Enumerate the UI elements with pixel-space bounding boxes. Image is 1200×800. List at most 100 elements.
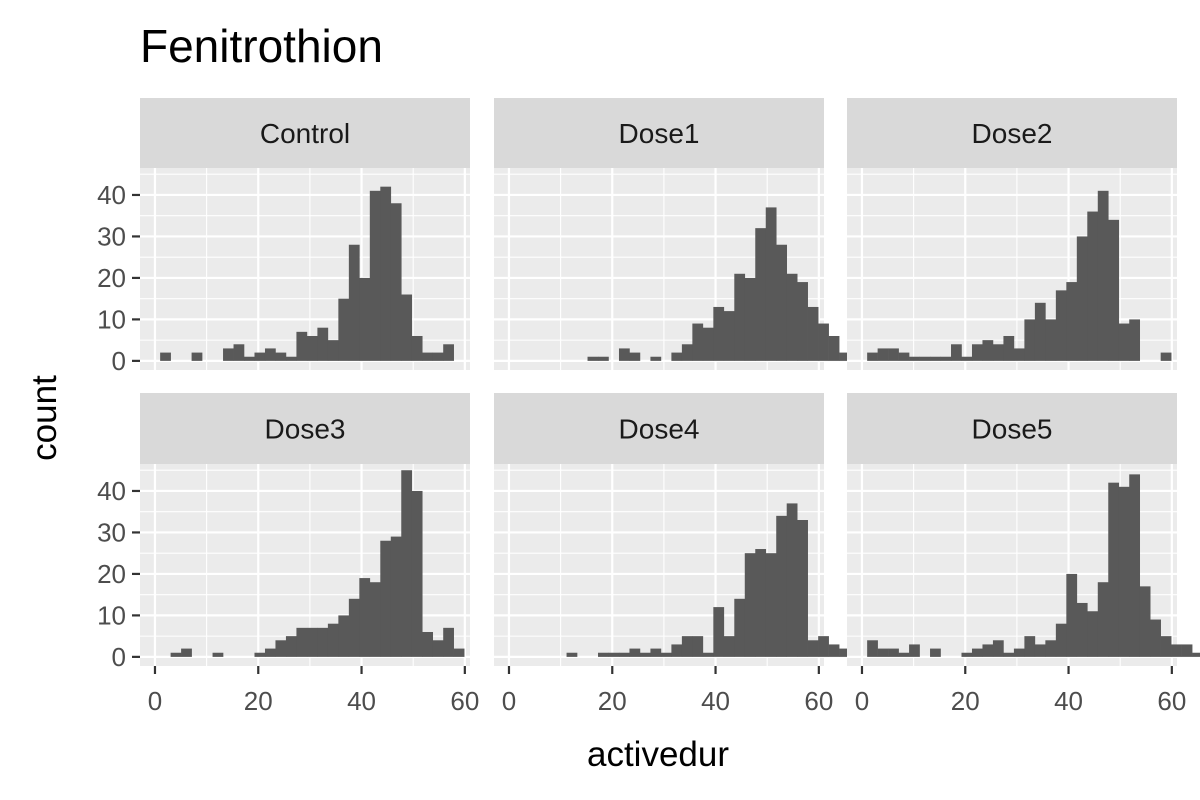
histogram-bar [223, 348, 234, 361]
histogram-bar [818, 636, 829, 657]
histogram-bar [233, 344, 245, 361]
histogram-bar [961, 652, 973, 657]
histogram-bar [160, 352, 171, 361]
y-tick-label: 20 [97, 559, 126, 589]
histogram-bar [992, 344, 1004, 361]
histogram-bar [1181, 644, 1193, 657]
histogram-bar [807, 306, 819, 361]
histogram-bar [971, 648, 983, 657]
histogram-bar [285, 636, 297, 657]
histogram-bar [1045, 640, 1057, 657]
facet-strip [494, 98, 824, 168]
histogram-bar [212, 652, 224, 657]
histogram-bar [828, 644, 840, 657]
histogram-bar [327, 623, 339, 657]
histogram-bar [1076, 602, 1088, 657]
histogram-bar [639, 652, 651, 657]
histogram-bar [723, 311, 735, 361]
histogram-bar [629, 648, 641, 657]
histogram-bar [765, 553, 777, 657]
histogram-bar [296, 627, 308, 657]
histogram-bar [317, 627, 329, 657]
histogram-bar [797, 520, 808, 657]
histogram-bar [839, 648, 850, 657]
histogram-bar [598, 652, 609, 657]
histogram-bar [1118, 486, 1130, 657]
histogram-bar [380, 540, 392, 657]
x-axis-title: activedur [587, 735, 729, 774]
histogram-bar [702, 327, 714, 361]
histogram-bar [755, 549, 767, 657]
facet-strip [847, 98, 1177, 168]
x-tick-label: 60 [450, 686, 479, 716]
y-tick-label: 0 [112, 642, 126, 672]
y-tick-label: 40 [97, 180, 126, 210]
histogram-bar [285, 356, 297, 361]
histogram-bar [930, 356, 941, 361]
histogram-bar [650, 356, 662, 361]
histogram-bar [1087, 211, 1099, 361]
histogram-bar [629, 352, 641, 361]
histogram-bar [734, 273, 746, 361]
histogram-bar [432, 352, 444, 361]
histogram-bar [1034, 644, 1046, 657]
histogram-bar [734, 598, 746, 657]
histogram-bar [254, 352, 266, 361]
histogram-bar [422, 631, 434, 657]
histogram-bar [1097, 190, 1109, 361]
facet-strip [494, 393, 824, 464]
histogram-bar [598, 356, 609, 361]
histogram-bar [348, 598, 360, 657]
histogram-bar [317, 327, 329, 361]
histogram-bar [443, 627, 454, 657]
facet-strip-label: Dose2 [972, 118, 1053, 149]
histogram-bar [786, 273, 798, 361]
histogram-bar [608, 652, 620, 657]
histogram-bar [1160, 352, 1172, 361]
y-tick-label: 20 [97, 263, 126, 293]
histogram-bar [755, 228, 767, 361]
histogram-bar [898, 652, 910, 657]
histogram-bar [723, 636, 735, 657]
y-tick-label: 0 [112, 346, 126, 376]
histogram-bar [264, 648, 276, 657]
histogram-bar [1139, 586, 1151, 657]
histogram-bar [264, 348, 276, 361]
histogram-bar [776, 244, 788, 361]
histogram-bar [1087, 611, 1099, 657]
facet-strip-label: Dose1 [619, 118, 700, 149]
histogram-bar [432, 640, 444, 657]
histogram-bar [1003, 652, 1015, 657]
histogram-bar [275, 640, 287, 657]
histogram-bar [681, 636, 693, 657]
histogram-bar [692, 323, 704, 361]
histogram-bar [867, 640, 878, 657]
histogram-bar [275, 352, 287, 361]
histogram-bar [1076, 236, 1088, 361]
histogram-bar [1129, 474, 1141, 657]
histogram-bar [713, 306, 725, 361]
histogram-bar [306, 335, 318, 361]
histogram-bar [1013, 648, 1025, 657]
histogram-bar [671, 644, 683, 657]
x-tick-label: 0 [855, 686, 869, 716]
x-tick-label: 20 [244, 686, 273, 716]
histogram-bar [1108, 219, 1120, 361]
histogram-bar [359, 578, 371, 657]
x-tick-label: 20 [951, 686, 980, 716]
histogram-bar [411, 335, 423, 361]
chart-title: Fenitrothion [140, 20, 383, 72]
histogram-bar [327, 340, 339, 361]
histogram-bar [982, 644, 994, 657]
histogram-bar [839, 352, 850, 361]
histogram-bar [191, 352, 203, 361]
histogram-bar [422, 352, 434, 361]
x-tick-label: 60 [804, 686, 833, 716]
histogram-bar [170, 652, 182, 657]
histogram-bar [660, 652, 672, 657]
histogram-bar [818, 323, 829, 361]
histogram-bar [453, 648, 465, 657]
histogram-bar [618, 652, 630, 657]
histogram-bar [1055, 623, 1067, 657]
histogram-bar [369, 582, 381, 657]
